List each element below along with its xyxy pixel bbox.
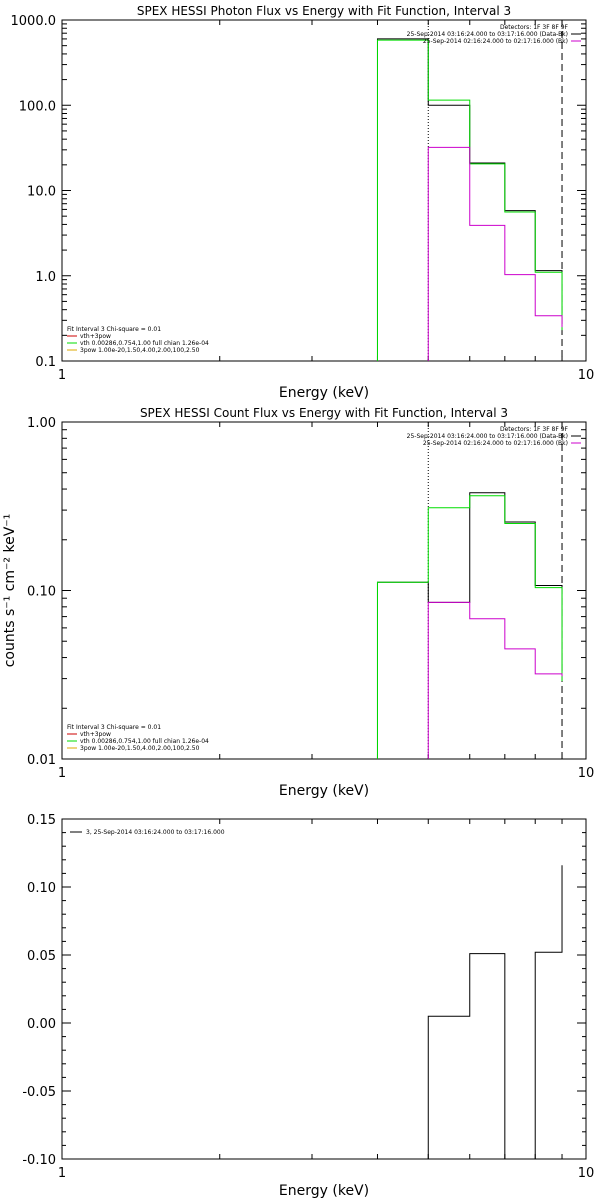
x-tick-label: 1 <box>58 1166 66 1181</box>
y-tick-label: 0.05 <box>27 949 56 964</box>
y-tick-label: 10.0 <box>27 185 56 200</box>
residuals-panel: 1 10 Energy (keV) 0.15 0.10 0.05 0.00 -0.05 -0.1… <box>22 813 594 1199</box>
legend-header-text: Detectors: 1F 3F 8F 9F <box>500 426 569 433</box>
series-1-histogram <box>376 39 563 361</box>
y-tick-label: -0.05 <box>22 1085 56 1100</box>
count-flux-panel: SPEX HESSI Count Flux vs Energy with Fit… <box>2 406 594 799</box>
y-tick-label: 0.00 <box>27 1017 56 1032</box>
series-2-histogram <box>427 601 563 759</box>
plot-frame <box>61 19 587 362</box>
fit-legend-title: Fit Interval 3 Chi-square = 0.01 <box>67 724 161 731</box>
fit-legend-title: Fit Interval 3 Chi-square = 0.01 <box>67 326 161 333</box>
plot-frame <box>61 421 587 760</box>
x-tick-label: 10 <box>578 1166 595 1181</box>
y-tick-label: 1.0 <box>35 270 56 285</box>
y-tick-label: 0.1 <box>35 355 56 370</box>
fit-legend-entry: 3pow 1.00e-20,1.50,4.00,2.00,100,2.50 <box>80 347 200 354</box>
y-tick-label: -0.10 <box>22 1153 56 1168</box>
fit-legend-entry: 3pow 1.00e-20,1.50,4.00,2.00,100,2.50 <box>80 745 200 752</box>
y-tick-label: 1000.0 <box>11 14 57 29</box>
legend-header-text: 25-Sep-2014 02:16:24.000 to 02:17:16.000… <box>423 38 568 45</box>
fit-legend-entry: vth 0.00286,0.754,1.00 full chian 1.26e-… <box>80 340 209 347</box>
x-tick-label: 1 <box>58 766 66 781</box>
fit-legend-entry: vth 0.00286,0.754,1.00 full chian 1.26e-… <box>80 738 209 745</box>
y-tick-label: 0.10 <box>27 585 56 600</box>
y-tick-label: 1.00 <box>27 416 56 431</box>
chart-title: SPEX HESSI Count Flux vs Energy with Fit… <box>140 406 508 420</box>
series-2-histogram <box>427 146 563 361</box>
plot-frame <box>61 818 587 1160</box>
x-tick-label: 10 <box>578 368 595 383</box>
x-axis-label: Energy (keV) <box>279 783 369 799</box>
fit-legend-entry: vth+3pow <box>80 731 111 738</box>
y-tick-label: 0.15 <box>27 813 56 828</box>
legend-header-text: 25-Sep-2014 03:16:24.000 to 03:17:16.000… <box>407 31 568 38</box>
series-0-histogram <box>427 865 563 1159</box>
x-tick-label: 1 <box>58 368 66 383</box>
photon-flux-panel: SPEX HESSI Photon Flux vs Energy with Fi… <box>11 4 595 401</box>
series-0-histogram <box>376 492 563 759</box>
y-tick-label: 0.10 <box>27 881 56 896</box>
series-0-histogram <box>376 38 563 361</box>
x-axis-label: Energy (keV) <box>279 1183 369 1199</box>
x-axis-label: Energy (keV) <box>279 385 369 401</box>
y-axis-label: counts s⁻¹ cm⁻² keV⁻¹ <box>2 514 18 668</box>
fit-legend-entry: vth+3pow <box>80 333 111 340</box>
legend-header-text: Detectors: 1F 3F 8F 9F <box>500 24 569 31</box>
x-tick-label: 10 <box>578 766 595 781</box>
y-tick-label: 0.01 <box>27 753 56 768</box>
chart-title: SPEX HESSI Photon Flux vs Energy with Fi… <box>137 4 511 18</box>
y-tick-label: 100.0 <box>19 99 56 114</box>
legend-header-text: 25-Sep-2014 03:16:24.000 to 03:17:16.000… <box>407 433 568 440</box>
legend-header-text: 25-Sep-2014 02:16:24.000 to 02:17:16.000… <box>423 440 568 447</box>
series-1-histogram <box>376 495 563 759</box>
legend-entry: 3, 25-Sep-2014 03:16:24.000 to 03:17:16.… <box>86 829 225 836</box>
